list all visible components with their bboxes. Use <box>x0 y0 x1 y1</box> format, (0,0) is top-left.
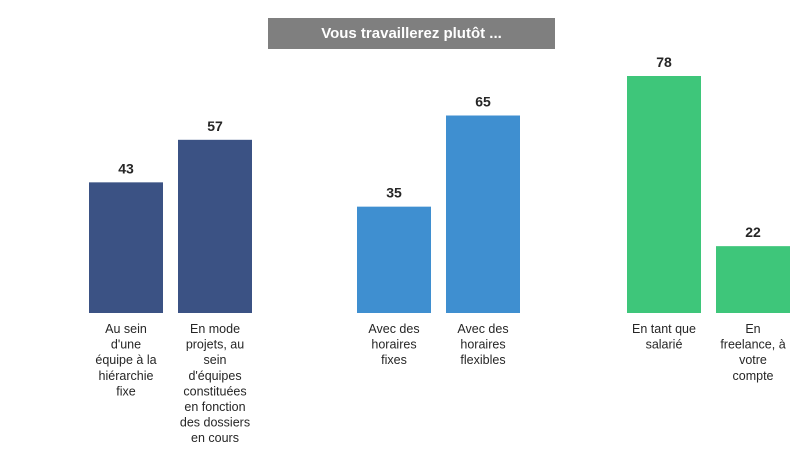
category-label-3: Avec des horaires flexibles <box>457 322 508 367</box>
data-label-2: 35 <box>386 185 402 201</box>
data-label-4: 78 <box>656 54 672 70</box>
bar-5 <box>716 246 790 313</box>
bar-4 <box>627 76 701 313</box>
data-label-0: 43 <box>118 160 134 176</box>
bar-0 <box>89 182 163 313</box>
category-label-5: En freelance, à votre compte <box>720 322 785 383</box>
category-label-0: Au sein d'une équipe à la hiérarchie fixe <box>95 322 156 398</box>
data-label-3: 65 <box>475 94 491 110</box>
bar-2 <box>357 206 431 313</box>
chart-title: Vous travaillerez plutôt ... <box>268 18 555 49</box>
category-label-2: Avec des horaires fixes <box>368 322 419 367</box>
category-label-4: En tant que salarié <box>632 322 696 352</box>
data-label-5: 22 <box>745 224 761 240</box>
bar-3 <box>446 115 520 313</box>
data-label-1: 57 <box>207 118 223 134</box>
bar-1 <box>178 139 252 313</box>
category-label-1: En mode projets, au sein d'équipes constitué… <box>180 322 250 445</box>
